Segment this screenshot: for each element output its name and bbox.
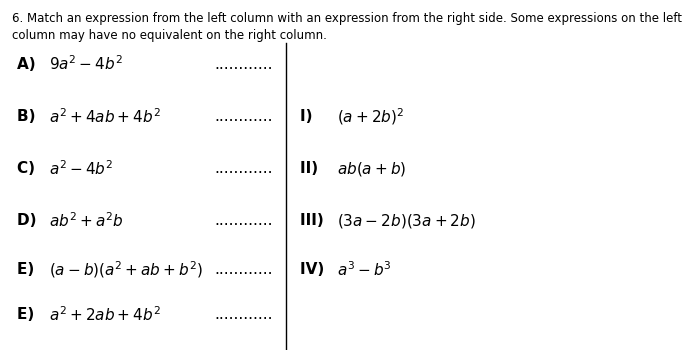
Text: $9a^2 - 4b^2$: $9a^2 - 4b^2$ (49, 55, 123, 73)
Text: ............: ............ (214, 213, 273, 228)
Text: $(a - b)(a^2 + ab + b^2)$: $(a - b)(a^2 + ab + b^2)$ (49, 259, 203, 280)
Text: E): E) (17, 262, 40, 277)
Text: $ab(a + b)$: $ab(a + b)$ (337, 160, 406, 178)
Text: $a^2 + 4ab + 4b^2$: $a^2 + 4ab + 4b^2$ (49, 107, 161, 126)
Text: 6. Match an expression from the left column with an expression from the right si: 6. Match an expression from the left col… (12, 12, 682, 42)
Text: IV): IV) (299, 262, 329, 277)
Text: I): I) (299, 109, 317, 124)
Text: ............: ............ (214, 57, 273, 72)
Text: $a^3 - b^3$: $a^3 - b^3$ (337, 260, 392, 279)
Text: II): II) (299, 161, 323, 176)
Text: III): III) (299, 213, 329, 228)
Text: $(a + 2b)^2$: $(a + 2b)^2$ (337, 106, 404, 127)
Text: ............: ............ (214, 109, 273, 124)
Text: $a^2 + 2ab + 4b^2$: $a^2 + 2ab + 4b^2$ (49, 305, 161, 324)
Text: $a^2 - 4b^2$: $a^2 - 4b^2$ (49, 159, 114, 178)
Text: $ab^2 + a^2b$: $ab^2 + a^2b$ (49, 211, 124, 230)
Text: C): C) (17, 161, 40, 176)
Text: ............: ............ (214, 262, 273, 277)
Text: A): A) (17, 57, 41, 72)
Text: D): D) (17, 213, 42, 228)
Text: $(3a - 2b)(3a + 2b)$: $(3a - 2b)(3a + 2b)$ (337, 212, 475, 230)
Text: E): E) (17, 307, 40, 322)
Text: ............: ............ (214, 161, 273, 176)
Text: B): B) (17, 109, 41, 124)
Text: ............: ............ (214, 307, 273, 322)
